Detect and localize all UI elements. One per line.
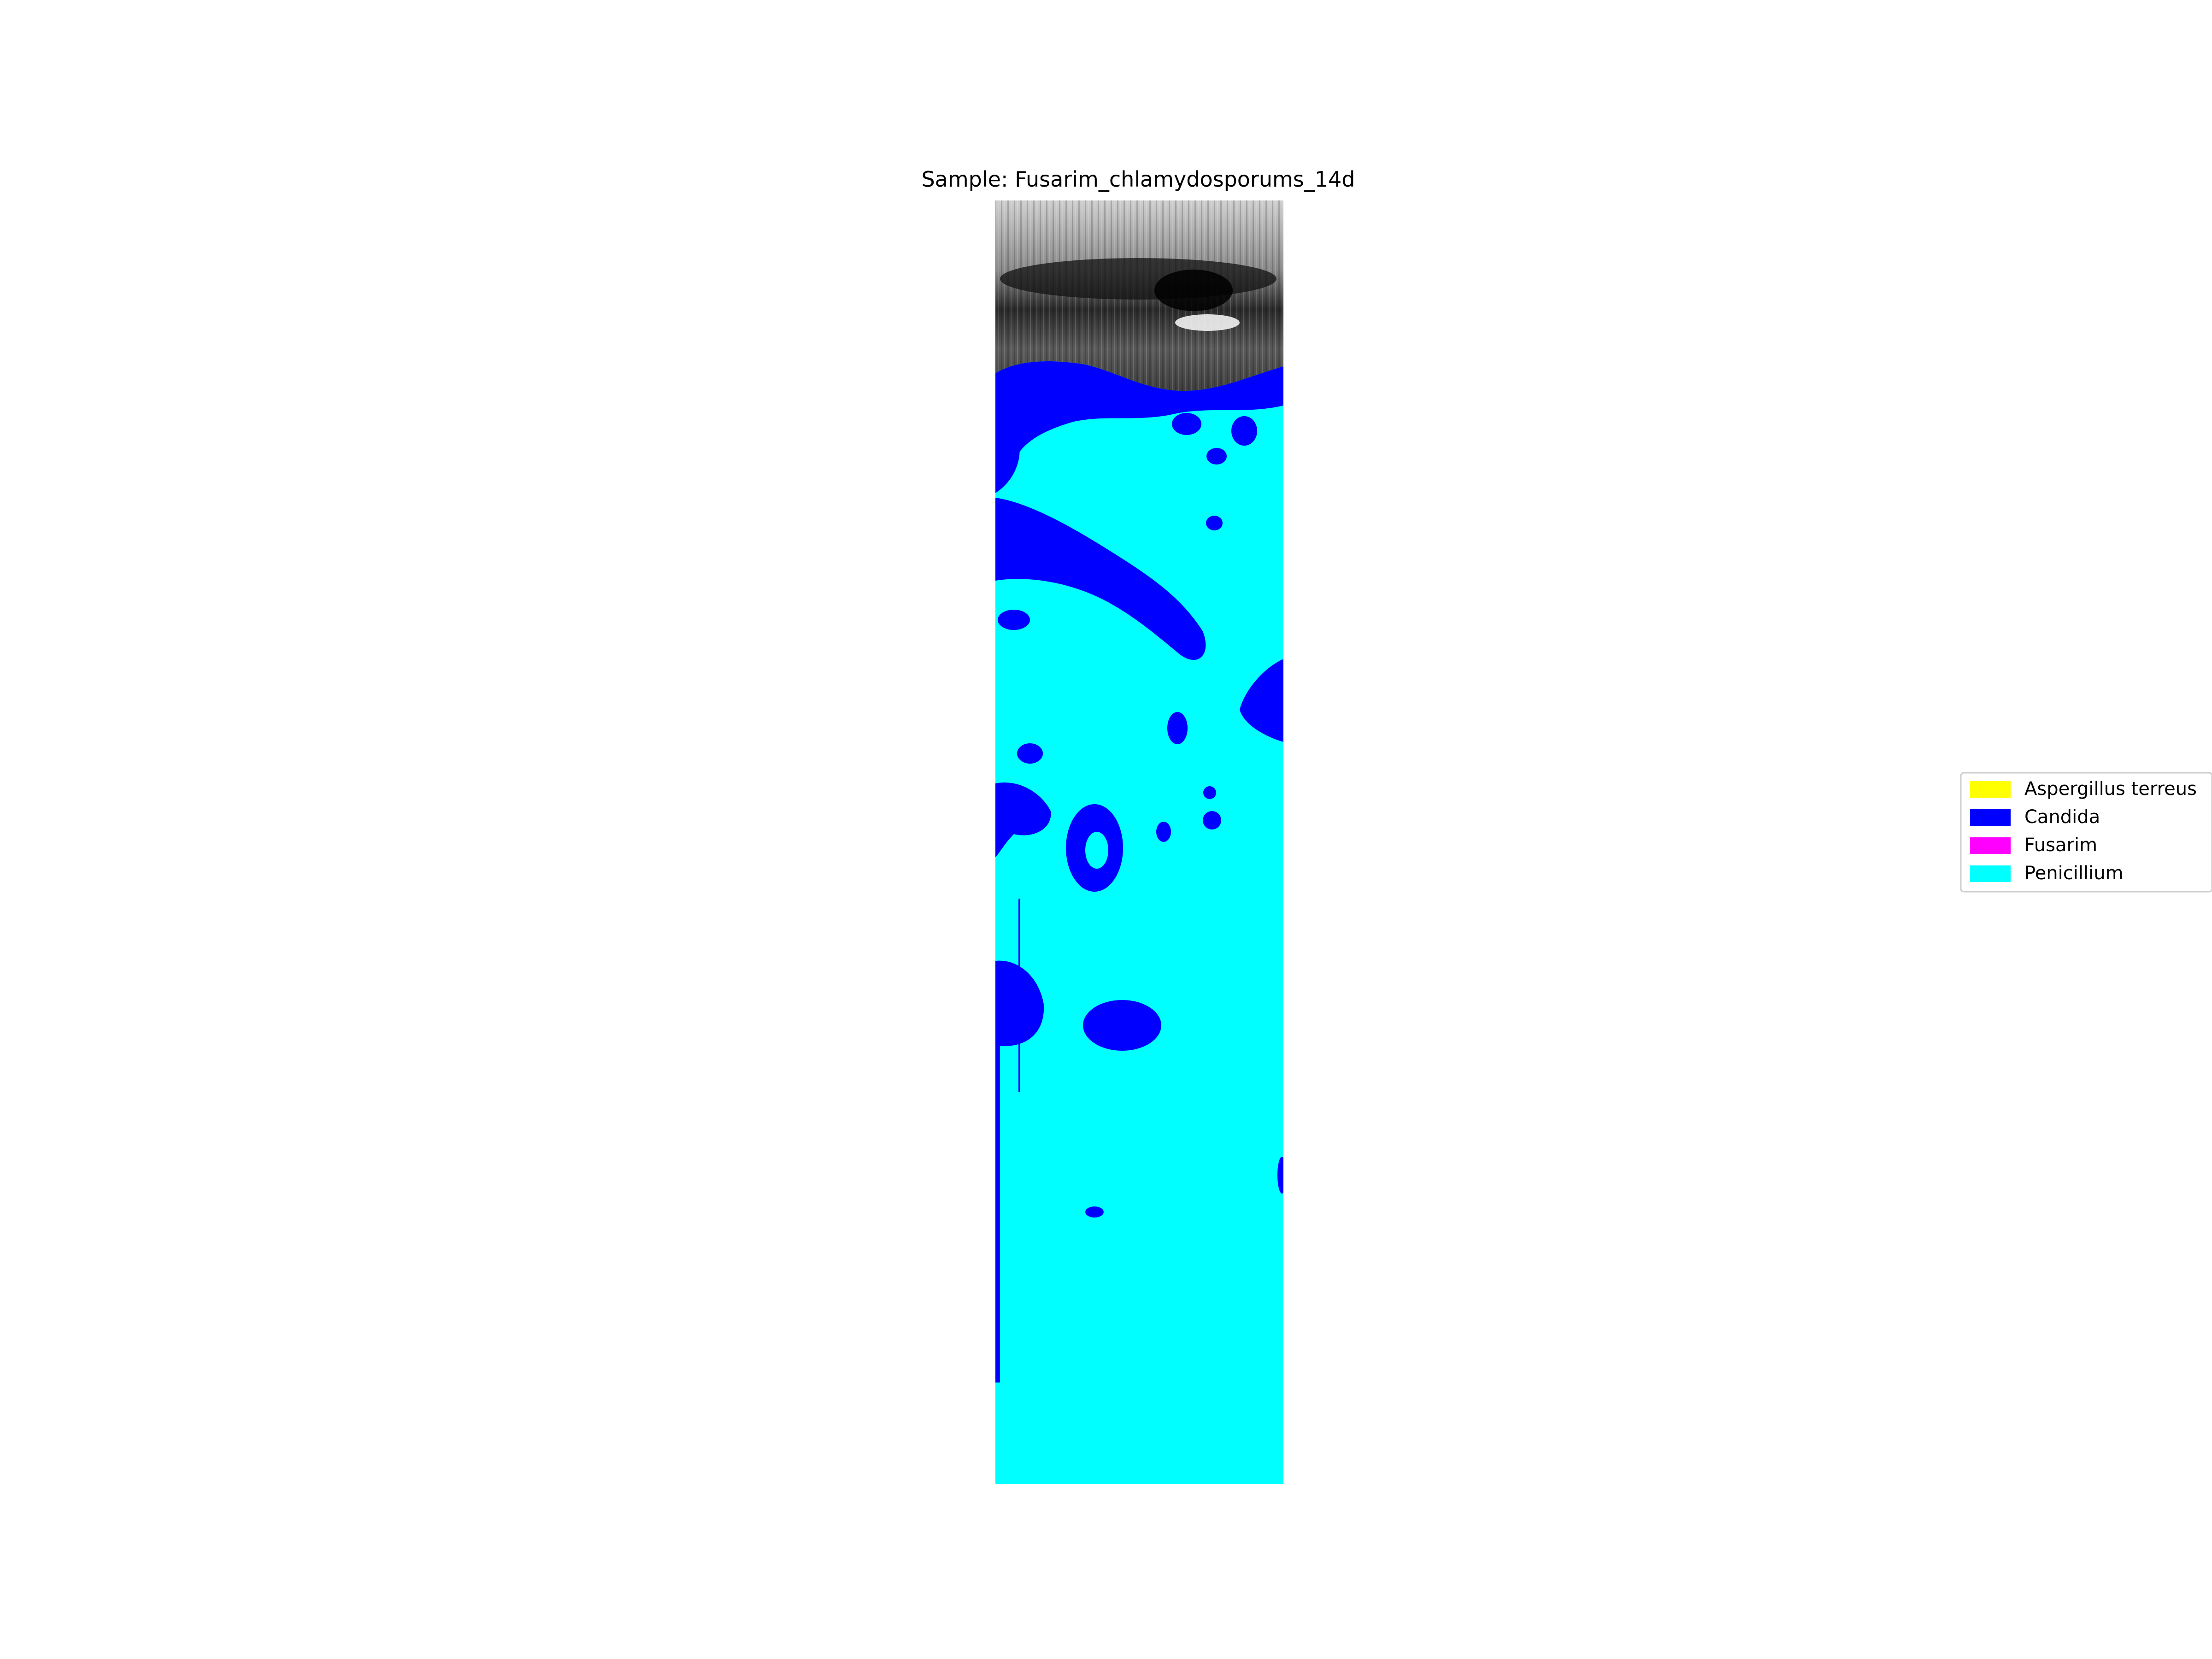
legend-swatch-penicillium	[1970, 865, 2011, 882]
legend-swatch-candida	[1970, 809, 2011, 826]
candida-blob	[1156, 822, 1171, 842]
candida-left-band	[995, 415, 1020, 493]
legend-label-penicillium: Penicillium	[2024, 863, 2124, 884]
legend-label-aspergillus-terreus: Aspergillus terreus	[2024, 778, 2197, 800]
dark-spot	[1154, 270, 1233, 311]
candida-blob	[1172, 413, 1201, 435]
candida-blob	[998, 610, 1030, 630]
legend-swatch-fusarim	[1970, 837, 2011, 854]
legend-swatch-aspergillus-terreus	[1970, 781, 2011, 798]
chart-title: Sample: Fusarim_chlamydosporums_14d	[921, 167, 1355, 192]
candida-blob	[1017, 743, 1043, 764]
candida-blob	[1206, 516, 1223, 530]
candida-blob	[1203, 811, 1221, 830]
candida-blob	[1085, 1206, 1104, 1218]
candida-left-mid-blob	[995, 782, 1051, 857]
candida-streak	[1018, 899, 1020, 1092]
legend-label-fusarim: Fusarim	[2024, 835, 2097, 856]
legend: Aspergillus terreus Candida Fusarim Penicil…	[1960, 772, 2212, 893]
dark-band	[1000, 258, 1277, 300]
candida-blob	[1206, 448, 1227, 465]
plot-area	[995, 200, 1283, 1484]
bright-spot	[1175, 314, 1240, 331]
legend-label-candida: Candida	[2024, 806, 2100, 828]
candida-ring-hole	[1085, 832, 1108, 869]
candida-blob	[1231, 416, 1257, 446]
penicillium-region	[995, 361, 1283, 1484]
candida-blob	[1167, 712, 1188, 744]
candida-edge-streak	[995, 968, 1000, 1382]
candida-right-edge-blob	[1240, 659, 1283, 742]
candida-diagonal-band	[995, 498, 1206, 660]
candida-blob	[1277, 1157, 1283, 1194]
candida-blob	[1203, 786, 1216, 799]
legend-frame	[1960, 772, 2212, 893]
candida-regions	[995, 361, 1283, 1382]
candida-lower-blob	[1083, 1000, 1161, 1051]
candida-top-band	[995, 361, 1283, 465]
